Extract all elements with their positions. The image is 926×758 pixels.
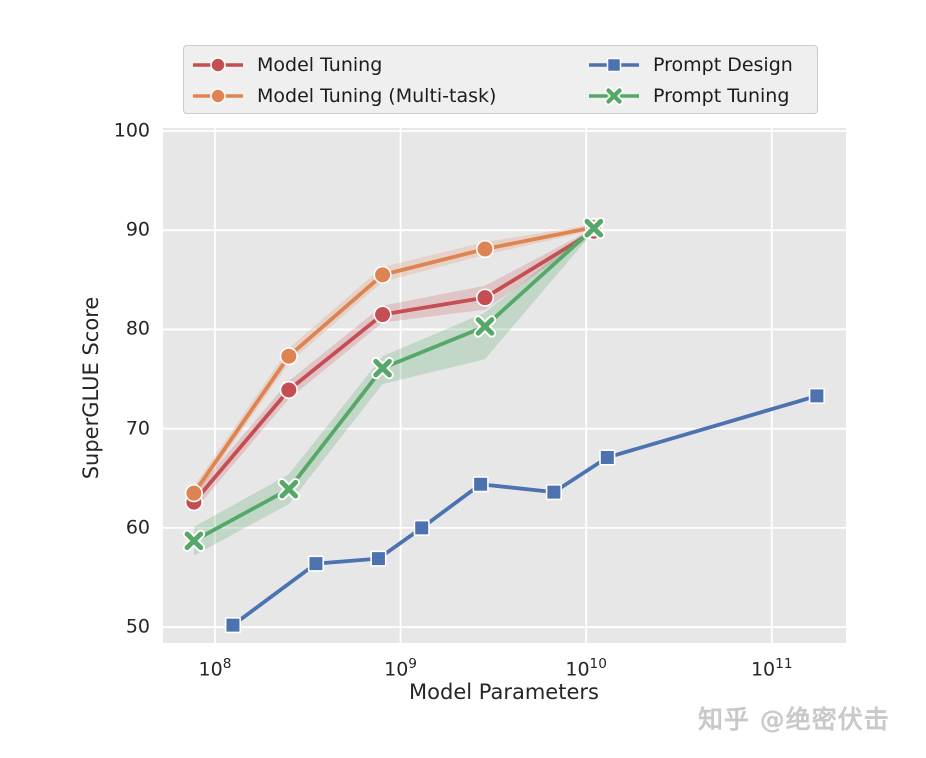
prompt-design-marker <box>472 476 489 493</box>
legend-item-prompt-tuning: Prompt Tuning <box>588 85 807 107</box>
x-tick-label-10e11: 1011 <box>750 656 793 681</box>
legend-label-model-tuning: Model Tuning <box>257 53 383 76</box>
model-tuning-multi-task-marker <box>475 239 495 259</box>
legend-item-prompt-design: Prompt Design <box>588 54 807 76</box>
prompt-tuning-x-marker-icon <box>589 86 639 105</box>
y-tick-label-60: 60 <box>125 516 150 539</box>
y-axis-title: SuperGLUE Score <box>79 296 103 480</box>
prompt-design-marker <box>307 555 325 572</box>
plot-area <box>163 128 846 643</box>
model-tuning-marker <box>475 288 495 307</box>
x-axis-title: Model Parameters <box>409 680 599 704</box>
prompt-tuning-marker <box>584 218 604 238</box>
x-tick-label-10e9: 109 <box>384 656 418 681</box>
legend-label-prompt-tuning: Prompt Tuning <box>653 84 790 107</box>
y-tick-label-100: 100 <box>113 119 150 142</box>
model-tuning-multi-task-marker <box>373 265 392 284</box>
model-tuning-multi-task-marker <box>279 347 298 366</box>
model-tuning-multi-task-marker <box>184 484 204 503</box>
y-tick-label-90: 90 <box>125 218 150 241</box>
prompt-tuning-marker <box>373 358 392 378</box>
zhihu-watermark: 知乎 @绝密伏击 <box>698 705 890 734</box>
prompt-design-line <box>231 394 819 628</box>
prompt-design-marker <box>413 519 430 536</box>
legend-item-model-tuning: Model Tuning <box>192 54 588 76</box>
prompt-design-marker <box>370 550 387 567</box>
model-tuning-marker <box>279 380 298 400</box>
prompt-design-marker <box>224 617 242 634</box>
prompt-design-marker <box>808 387 825 405</box>
prompt-design-square-marker-icon <box>589 57 639 72</box>
x-tick-label-10e8: 108 <box>198 656 232 681</box>
prompt-tuning-marker <box>475 317 495 336</box>
legend-label-prompt-design: Prompt Design <box>653 53 793 76</box>
prompt-tuning-confidence-band <box>193 225 594 556</box>
model-tuning-circle-marker-icon <box>193 56 243 73</box>
y-tick-label-50: 50 <box>125 615 150 638</box>
model-tuning-marker <box>373 305 392 324</box>
legend-label-model-tuning-multi-task: Model Tuning (Multi-task) <box>257 84 497 107</box>
y-tick-label-70: 70 <box>125 417 150 440</box>
legend: Model Tuning Model Tuning (Multi-task) P… <box>183 45 818 114</box>
legend-item-model-tuning-multi-task: Model Tuning (Multi-task) <box>192 85 588 107</box>
y-tick-label-80: 80 <box>125 317 150 340</box>
model-tuning-multi-task-circle-marker-icon <box>193 87 243 104</box>
prompt-design-marker <box>545 484 562 501</box>
x-tick-label-10e10: 1010 <box>565 656 607 681</box>
prompt-design-marker <box>599 449 616 466</box>
prompt-tuning-marker <box>184 531 204 551</box>
prompt-tuning-marker <box>279 479 299 499</box>
